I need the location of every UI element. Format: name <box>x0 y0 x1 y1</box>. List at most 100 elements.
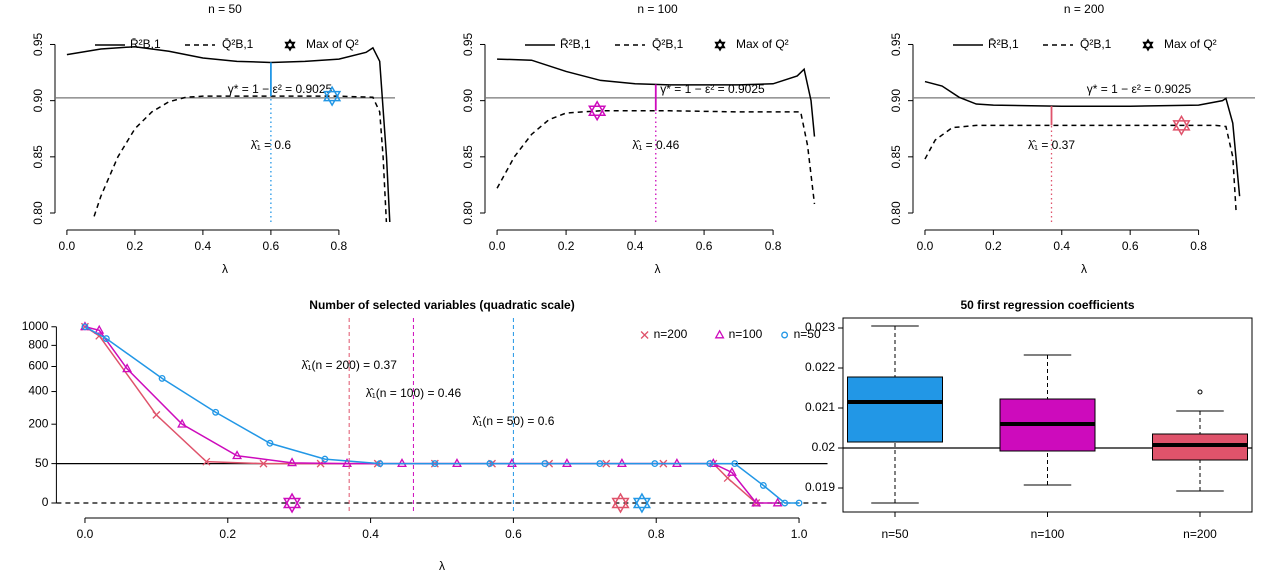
point-marker <box>376 460 384 468</box>
x-axis-label: λ <box>1081 262 1087 276</box>
point-marker <box>795 499 803 507</box>
point-marker <box>714 329 725 339</box>
lambda-label: λ̂₁ = 0.46 <box>632 138 679 152</box>
reference-label: γ* = 1 − ε² = 0.9025 <box>228 82 333 96</box>
legend-label: n=50 <box>794 327 821 341</box>
reference-label: γ* = 1 − ε² = 0.9025 <box>1087 82 1192 96</box>
x-tick-label: 0.8 <box>331 239 348 253</box>
lambda-label: λ̂₁ = 0.37 <box>1028 138 1075 152</box>
y-tick-label: 400 <box>28 384 48 398</box>
point-marker <box>94 324 105 334</box>
y-tick-label: 0.019 <box>805 480 835 494</box>
max-q2-star <box>611 492 630 514</box>
x-tick-label: 0.6 <box>696 239 713 253</box>
y-tick-label: 0.85 <box>31 145 45 169</box>
plot-area <box>485 58 830 205</box>
series-line <box>924 80 1241 197</box>
x-tick-label: 0.0 <box>59 239 76 253</box>
point-marker <box>177 418 188 428</box>
y-tick-label: 0.95 <box>461 32 475 56</box>
y-tick-label: 0.02 <box>812 440 836 454</box>
point-marker <box>152 410 161 419</box>
legend-label: R̄²B,1 <box>560 37 591 51</box>
x-tick-label: n=200 <box>1183 527 1217 541</box>
y-tick-label: 0.80 <box>461 201 475 225</box>
point-marker <box>541 460 549 468</box>
point-marker <box>212 408 220 416</box>
point-marker <box>102 335 110 343</box>
legend-label: Max of Q² <box>736 37 789 51</box>
max-q2-star <box>282 492 302 514</box>
y-tick-label: 50 <box>35 456 49 470</box>
y-tick-label: 0.80 <box>31 201 45 225</box>
chart-title: n = 200 <box>1064 2 1105 16</box>
lambda-label: λ̂₁ = 0.6 <box>251 138 292 152</box>
point-marker <box>266 439 274 447</box>
x-axis-label: λ <box>222 262 228 276</box>
max-q2-star <box>1172 114 1191 136</box>
series-line <box>84 326 800 504</box>
y-tick-label: 0.95 <box>889 32 903 56</box>
x-tick-label: 0.2 <box>219 527 236 541</box>
point-marker <box>596 460 604 468</box>
legend-label: R̄²B,1 <box>988 37 1019 51</box>
series-line <box>93 95 388 222</box>
point-marker <box>640 331 649 339</box>
series-line <box>84 326 757 504</box>
y-tick-label: 0.90 <box>461 89 475 113</box>
y-tick-label: 600 <box>28 359 48 373</box>
plot-area <box>55 45 395 222</box>
y-tick-label: 200 <box>28 416 48 430</box>
legend-label: Q̄²B,1 <box>1080 37 1112 51</box>
x-tick-label: 0.6 <box>1122 239 1139 253</box>
point-marker <box>287 457 297 467</box>
reference-label: γ* = 1 − ε² = 0.9025 <box>660 82 765 96</box>
x-tick-label: 0.2 <box>985 239 1002 253</box>
max-q2-star <box>632 492 652 514</box>
y-tick-label: 0.85 <box>461 145 475 169</box>
series-line <box>66 45 391 222</box>
x-tick-label: 0.6 <box>505 527 522 541</box>
point-marker <box>781 331 789 339</box>
lambda-label: λ̂₁(n = 200) = 0.37 <box>301 358 397 372</box>
point-marker <box>781 499 789 507</box>
legend-star <box>284 38 296 52</box>
legend-label: Max of Q² <box>306 37 359 51</box>
point-marker <box>486 460 494 468</box>
x-tick-label: 0.4 <box>627 239 644 253</box>
x-axis-label: λ <box>439 559 445 573</box>
plot-area <box>913 80 1255 214</box>
y-tick-label: 0.021 <box>805 400 835 414</box>
series-line <box>924 124 1237 214</box>
legend-star <box>1142 38 1154 52</box>
legend-label: n=200 <box>654 327 688 341</box>
x-tick-label: 0.8 <box>1190 239 1207 253</box>
x-tick-label: 0.2 <box>558 239 575 253</box>
point-marker <box>202 457 211 466</box>
chart-title: n = 100 <box>637 2 678 16</box>
lambda-label: λ̂₁(n = 50) = 0.6 <box>472 414 554 428</box>
x-tick-label: 0.2 <box>127 239 144 253</box>
plot-area <box>56 321 828 507</box>
x-tick-label: 0.6 <box>263 239 280 253</box>
max-q2-star <box>588 100 607 122</box>
lambda-label: λ̂₁(n = 100) = 0.46 <box>366 386 462 400</box>
point-marker <box>726 466 737 476</box>
x-tick-label: 0.4 <box>362 527 379 541</box>
point-marker <box>122 363 133 373</box>
x-tick-label: 0.8 <box>765 239 782 253</box>
chart-title: Number of selected variables (quadratic … <box>309 298 574 312</box>
legend-label: R̄²B,1 <box>130 37 161 51</box>
chart-title: 50 first regression coefficients <box>960 298 1134 312</box>
point-marker <box>232 450 243 460</box>
point-marker <box>751 497 762 507</box>
point-marker <box>158 374 166 382</box>
y-tick-label: 0.90 <box>889 89 903 113</box>
legend-label: Q̄²B,1 <box>222 37 254 51</box>
y-tick-label: 0.85 <box>889 145 903 169</box>
x-tick-label: 0.8 <box>648 527 665 541</box>
point-marker <box>706 460 714 468</box>
legend-label: n=100 <box>729 327 763 341</box>
outlier <box>1197 389 1203 395</box>
x-axis-label: λ <box>655 262 661 276</box>
